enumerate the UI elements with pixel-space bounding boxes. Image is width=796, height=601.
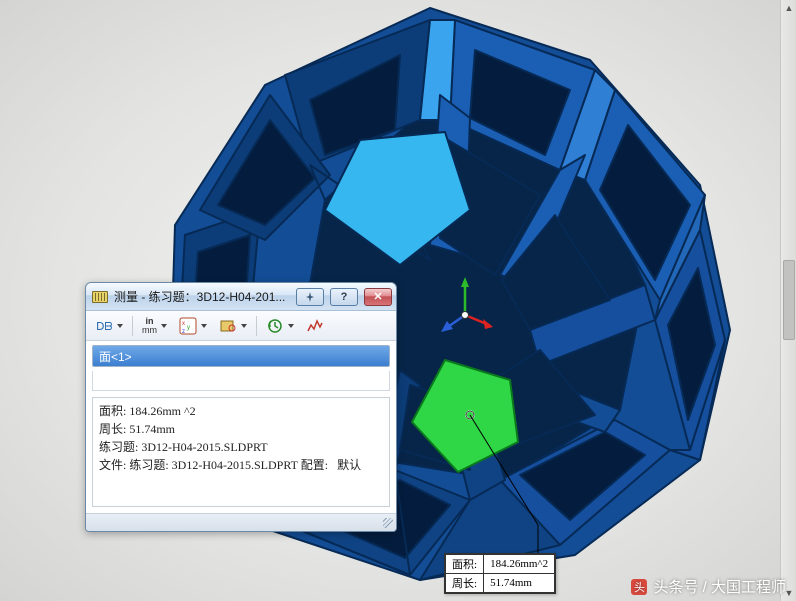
area-label: 面积: xyxy=(99,404,126,418)
ruler-icon xyxy=(92,291,108,303)
svg-text:y: y xyxy=(187,325,190,331)
dialog-title: 测量 - 练习题：3D12-H04-201... xyxy=(114,288,290,305)
scroll-thumb[interactable] xyxy=(783,260,795,340)
selection-item[interactable]: 面<1> xyxy=(92,345,390,367)
units-button[interactable]: inmm xyxy=(139,315,170,337)
dialog-resize-grip[interactable] xyxy=(86,513,396,531)
results-panel: 面积: 184.26mm ^2 周长: 51.74mm 练习题: 3D12-H0… xyxy=(92,397,390,507)
measurement-callout: 面积: 184.26mm^2 周长: 51.74mm xyxy=(444,553,556,594)
sensor-button[interactable] xyxy=(303,315,327,337)
scroll-up-button[interactable]: ▲ xyxy=(781,0,796,16)
pin-button[interactable] xyxy=(296,288,324,306)
toolbar-separator xyxy=(132,316,133,336)
model-name-line: 练习题: 3D12-H04-2015.SLDPRT xyxy=(99,438,383,456)
arc-measure-button[interactable]: ᗞᗷ xyxy=(92,315,126,337)
perimeter-value: 51.74mm xyxy=(129,422,175,436)
point-button[interactable] xyxy=(216,315,250,337)
watermark-logo-icon: 头 xyxy=(631,579,647,595)
vertical-scrollbar[interactable]: ▲ ▼ xyxy=(780,0,796,601)
file-config-line: 文件: 练习题: 3D12-H04-2015.SLDPRT 配置: 默认 xyxy=(99,456,383,474)
help-button[interactable]: ? xyxy=(330,288,358,306)
dialog-toolbar: ᗞᗷ inmm x y z xyxy=(86,311,396,341)
toolbar-separator xyxy=(256,316,257,336)
close-button[interactable]: ✕ xyxy=(364,288,392,306)
selection-list-empty-row[interactable] xyxy=(92,371,390,391)
callout-area-label: 面积: xyxy=(446,555,484,574)
svg-text:z: z xyxy=(182,329,185,335)
svg-text:x: x xyxy=(182,321,185,327)
measure-dialog[interactable]: 测量 - 练习题：3D12-H04-201... ? ✕ ᗞᗷ inmm x xyxy=(85,282,397,532)
selection-label: 面<1> xyxy=(99,348,132,365)
watermark: 头 头条号 / 大国工程师 xyxy=(631,576,786,597)
callout-perimeter-label: 周长: xyxy=(446,574,484,593)
callout-area-value: 184.26mm^2 xyxy=(484,555,555,574)
dialog-titlebar[interactable]: 测量 - 练习题：3D12-H04-201... ? ✕ xyxy=(86,283,396,311)
area-value: 184.26mm ^2 xyxy=(129,404,195,418)
cad-viewport[interactable]: 面积: 184.26mm^2 周长: 51.74mm 测量 - 练习题：3D12… xyxy=(0,0,796,601)
callout-perimeter-value: 51.74mm xyxy=(484,574,555,593)
history-button[interactable] xyxy=(263,315,297,337)
xyz-button[interactable]: x y z xyxy=(176,315,210,337)
svg-text:ᗞᗷ: ᗞᗷ xyxy=(96,321,112,333)
perimeter-label: 周长: xyxy=(99,422,126,436)
watermark-text: 头条号 / 大国工程师 xyxy=(653,576,786,597)
